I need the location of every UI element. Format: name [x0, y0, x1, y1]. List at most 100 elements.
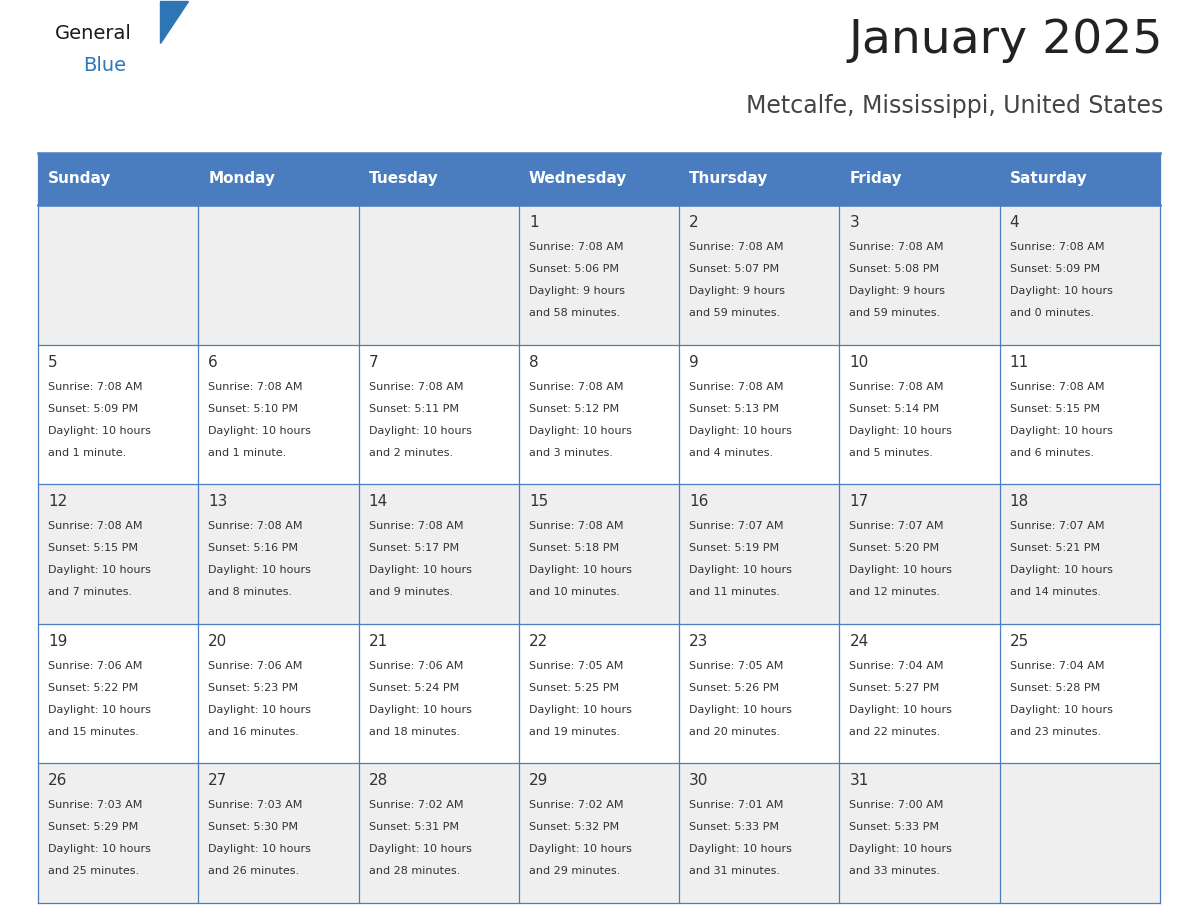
- Text: Daylight: 10 hours: Daylight: 10 hours: [689, 705, 792, 715]
- Text: Sunrise: 7:08 AM: Sunrise: 7:08 AM: [1010, 382, 1104, 392]
- Text: Sunday: Sunday: [48, 172, 112, 186]
- Text: and 12 minutes.: and 12 minutes.: [849, 588, 941, 598]
- Text: Daylight: 10 hours: Daylight: 10 hours: [529, 845, 632, 855]
- Text: Sunset: 5:23 PM: Sunset: 5:23 PM: [208, 683, 298, 693]
- Text: Sunset: 5:21 PM: Sunset: 5:21 PM: [1010, 543, 1100, 554]
- Text: Sunrise: 7:08 AM: Sunrise: 7:08 AM: [529, 521, 624, 532]
- Text: and 20 minutes.: and 20 minutes.: [689, 727, 781, 737]
- Text: Sunrise: 7:08 AM: Sunrise: 7:08 AM: [529, 382, 624, 392]
- Text: and 11 minutes.: and 11 minutes.: [689, 588, 781, 598]
- Text: 7: 7: [368, 354, 378, 370]
- Text: 6: 6: [208, 354, 219, 370]
- Text: and 6 minutes.: and 6 minutes.: [1010, 448, 1094, 457]
- Text: Daylight: 10 hours: Daylight: 10 hours: [48, 565, 151, 576]
- Text: Sunset: 5:08 PM: Sunset: 5:08 PM: [849, 264, 940, 274]
- Text: Sunset: 5:22 PM: Sunset: 5:22 PM: [48, 683, 138, 693]
- Text: and 7 minutes.: and 7 minutes.: [48, 588, 132, 598]
- Text: and 59 minutes.: and 59 minutes.: [689, 308, 781, 318]
- Text: Sunset: 5:19 PM: Sunset: 5:19 PM: [689, 543, 779, 554]
- Text: Sunrise: 7:07 AM: Sunrise: 7:07 AM: [849, 521, 944, 532]
- Polygon shape: [160, 1, 188, 43]
- Text: and 26 minutes.: and 26 minutes.: [208, 867, 299, 877]
- Text: Daylight: 10 hours: Daylight: 10 hours: [849, 565, 953, 576]
- Text: Sunrise: 7:05 AM: Sunrise: 7:05 AM: [689, 661, 784, 671]
- Text: Sunset: 5:11 PM: Sunset: 5:11 PM: [368, 404, 459, 414]
- Text: Sunrise: 7:06 AM: Sunrise: 7:06 AM: [208, 661, 303, 671]
- Text: Sunrise: 7:08 AM: Sunrise: 7:08 AM: [1010, 242, 1104, 252]
- Text: Sunset: 5:32 PM: Sunset: 5:32 PM: [529, 823, 619, 833]
- Text: Sunset: 5:26 PM: Sunset: 5:26 PM: [689, 683, 779, 693]
- Text: 14: 14: [368, 494, 387, 509]
- Text: and 2 minutes.: and 2 minutes.: [368, 448, 453, 457]
- Text: Sunrise: 7:08 AM: Sunrise: 7:08 AM: [368, 521, 463, 532]
- Text: Tuesday: Tuesday: [368, 172, 438, 186]
- Text: Daylight: 10 hours: Daylight: 10 hours: [368, 565, 472, 576]
- Text: 16: 16: [689, 494, 708, 509]
- Text: Daylight: 10 hours: Daylight: 10 hours: [208, 845, 311, 855]
- Bar: [38, 344, 1159, 484]
- Text: Sunset: 5:09 PM: Sunset: 5:09 PM: [1010, 264, 1100, 274]
- Text: Sunset: 5:13 PM: Sunset: 5:13 PM: [689, 404, 779, 414]
- Text: Daylight: 10 hours: Daylight: 10 hours: [529, 565, 632, 576]
- Text: Saturday: Saturday: [1010, 172, 1087, 186]
- Text: 23: 23: [689, 633, 708, 649]
- Text: 2: 2: [689, 215, 699, 230]
- Text: Daylight: 10 hours: Daylight: 10 hours: [208, 426, 311, 436]
- Text: 11: 11: [1010, 354, 1029, 370]
- Text: Sunset: 5:25 PM: Sunset: 5:25 PM: [529, 683, 619, 693]
- Text: Daylight: 10 hours: Daylight: 10 hours: [368, 845, 472, 855]
- Text: 3: 3: [849, 215, 859, 230]
- Text: and 28 minutes.: and 28 minutes.: [368, 867, 460, 877]
- Text: and 31 minutes.: and 31 minutes.: [689, 867, 781, 877]
- Text: 17: 17: [849, 494, 868, 509]
- Text: Sunrise: 7:06 AM: Sunrise: 7:06 AM: [48, 661, 143, 671]
- Text: and 8 minutes.: and 8 minutes.: [208, 588, 292, 598]
- Text: Sunset: 5:31 PM: Sunset: 5:31 PM: [368, 823, 459, 833]
- Text: Sunrise: 7:08 AM: Sunrise: 7:08 AM: [48, 521, 143, 532]
- Text: Sunset: 5:15 PM: Sunset: 5:15 PM: [1010, 404, 1100, 414]
- Text: Sunset: 5:29 PM: Sunset: 5:29 PM: [48, 823, 138, 833]
- Text: Sunset: 5:16 PM: Sunset: 5:16 PM: [208, 543, 298, 554]
- Text: Metcalfe, Mississippi, United States: Metcalfe, Mississippi, United States: [746, 94, 1163, 118]
- Text: and 3 minutes.: and 3 minutes.: [529, 448, 613, 457]
- Text: Sunrise: 7:08 AM: Sunrise: 7:08 AM: [529, 242, 624, 252]
- Text: Daylight: 10 hours: Daylight: 10 hours: [48, 426, 151, 436]
- Text: and 9 minutes.: and 9 minutes.: [368, 588, 453, 598]
- Text: Sunrise: 7:04 AM: Sunrise: 7:04 AM: [1010, 661, 1104, 671]
- Text: and 15 minutes.: and 15 minutes.: [48, 727, 139, 737]
- Text: 28: 28: [368, 773, 387, 789]
- Text: Sunset: 5:09 PM: Sunset: 5:09 PM: [48, 404, 138, 414]
- Text: Daylight: 9 hours: Daylight: 9 hours: [849, 286, 946, 296]
- Text: Daylight: 10 hours: Daylight: 10 hours: [689, 426, 792, 436]
- Text: 4: 4: [1010, 215, 1019, 230]
- Text: Sunset: 5:14 PM: Sunset: 5:14 PM: [849, 404, 940, 414]
- Text: and 25 minutes.: and 25 minutes.: [48, 867, 139, 877]
- Text: 29: 29: [529, 773, 548, 789]
- Text: Daylight: 10 hours: Daylight: 10 hours: [849, 705, 953, 715]
- Text: Sunrise: 7:07 AM: Sunrise: 7:07 AM: [1010, 521, 1104, 532]
- Text: Daylight: 10 hours: Daylight: 10 hours: [1010, 565, 1113, 576]
- Text: and 22 minutes.: and 22 minutes.: [849, 727, 941, 737]
- Text: Sunrise: 7:08 AM: Sunrise: 7:08 AM: [849, 242, 944, 252]
- Text: and 5 minutes.: and 5 minutes.: [849, 448, 934, 457]
- Text: Daylight: 10 hours: Daylight: 10 hours: [368, 705, 472, 715]
- Text: Daylight: 10 hours: Daylight: 10 hours: [689, 845, 792, 855]
- Text: 9: 9: [689, 354, 699, 370]
- Text: Thursday: Thursday: [689, 172, 769, 186]
- Text: 19: 19: [48, 633, 68, 649]
- Text: 5: 5: [48, 354, 58, 370]
- Text: Daylight: 10 hours: Daylight: 10 hours: [529, 705, 632, 715]
- Text: 13: 13: [208, 494, 228, 509]
- Text: Sunrise: 7:06 AM: Sunrise: 7:06 AM: [368, 661, 463, 671]
- Text: and 18 minutes.: and 18 minutes.: [368, 727, 460, 737]
- Text: Blue: Blue: [83, 56, 126, 75]
- Text: and 59 minutes.: and 59 minutes.: [849, 308, 941, 318]
- Text: Sunrise: 7:03 AM: Sunrise: 7:03 AM: [208, 800, 303, 811]
- Text: Daylight: 9 hours: Daylight: 9 hours: [689, 286, 785, 296]
- Text: 12: 12: [48, 494, 68, 509]
- Text: Daylight: 10 hours: Daylight: 10 hours: [849, 426, 953, 436]
- Text: Sunset: 5:18 PM: Sunset: 5:18 PM: [529, 543, 619, 554]
- Text: Wednesday: Wednesday: [529, 172, 627, 186]
- Text: Daylight: 10 hours: Daylight: 10 hours: [48, 705, 151, 715]
- Text: General: General: [55, 24, 132, 43]
